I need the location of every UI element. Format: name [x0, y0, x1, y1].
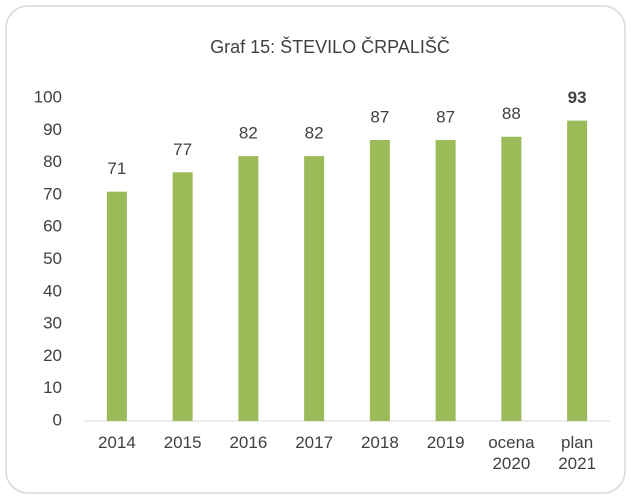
y-tick-label: 80 [43, 152, 62, 171]
x-tick-label: ocena 2020 [488, 433, 535, 473]
bar [567, 120, 588, 422]
y-tick-label: 40 [43, 281, 62, 300]
y-tick-label: 70 [43, 184, 62, 203]
bar [501, 136, 522, 421]
chart-title: Graf 15: ŠTEVILO ČRPALIŠČ [210, 36, 450, 57]
data-label: 77 [173, 140, 192, 159]
data-label: 82 [305, 124, 324, 143]
bar [369, 139, 390, 422]
data-label: 87 [370, 107, 389, 126]
bar [238, 156, 259, 421]
x-tick-label: 2017 [295, 433, 334, 452]
data-label: 82 [239, 124, 258, 143]
y-tick-label: 60 [43, 217, 62, 236]
x-tick-label: 2018 [360, 433, 399, 452]
y-tick-label: 100 [34, 87, 62, 106]
y-tick-label: 50 [43, 249, 62, 268]
bar [172, 172, 193, 421]
data-label: 71 [107, 159, 126, 178]
y-tick-label: 90 [43, 120, 62, 139]
y-tick-label: 30 [43, 314, 62, 333]
x-tick-label: 2016 [229, 433, 268, 452]
bar [106, 191, 127, 421]
y-tick-label: 0 [53, 410, 62, 429]
x-tick-label: 2015 [163, 433, 202, 452]
bar [304, 156, 325, 421]
data-label: 87 [436, 107, 455, 126]
y-tick-label: 20 [43, 346, 62, 365]
data-label: 88 [502, 104, 521, 123]
y-tick-label: 10 [43, 378, 62, 397]
x-tick-label: 2019 [426, 433, 465, 452]
x-tick-label: plan 2021 [558, 433, 597, 473]
data-label: 93 [568, 88, 587, 107]
bar [435, 139, 456, 422]
x-tick-label: 2014 [97, 433, 136, 452]
